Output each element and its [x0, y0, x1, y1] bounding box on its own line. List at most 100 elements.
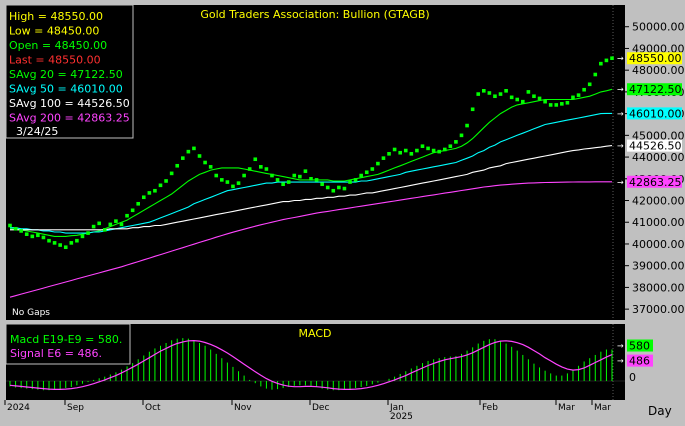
price-dot: [270, 173, 274, 178]
price-dot: [571, 95, 575, 100]
price-dot: [286, 180, 291, 184]
price-dot: [610, 56, 614, 61]
price-dot: [119, 222, 124, 227]
x-axis-label: Day: [648, 404, 672, 418]
price-tag: 44526.50: [629, 140, 682, 153]
price-dot: [476, 92, 481, 96]
price-dot: [47, 238, 51, 243]
price-dot: [292, 173, 297, 178]
price-dot: [314, 178, 319, 182]
sma-line-savg200: [9, 181, 612, 298]
price-dot: [437, 149, 442, 154]
price-dot: [69, 241, 74, 245]
price-dot: [19, 229, 23, 233]
price-dot: [331, 188, 336, 193]
price-dot: [225, 180, 230, 184]
price-dot: [537, 96, 542, 101]
price-tag-bg: [627, 175, 682, 188]
info-line-savg-20: SAvg 20 = 47122.50: [9, 68, 123, 81]
price-dot: [325, 185, 330, 190]
price-dot: [91, 224, 96, 229]
macd-tag: 486: [629, 355, 650, 368]
price-dot: [264, 167, 269, 171]
price-dot: [392, 147, 397, 152]
price-dot: [86, 231, 90, 235]
price-dot: [604, 58, 609, 63]
price-dot: [169, 171, 174, 176]
price-dot: [175, 163, 180, 168]
price-dot: [409, 152, 414, 156]
price-dot: [576, 93, 581, 97]
price-dot: [136, 201, 141, 206]
x-tick-label: Nov: [234, 403, 252, 413]
price-dot: [532, 94, 536, 99]
macd-tag-bg: [627, 339, 653, 352]
price-dot: [231, 184, 235, 189]
price-dot: [342, 186, 347, 191]
price-tag-arrow: →: [617, 54, 624, 63]
price-dot: [381, 156, 386, 160]
price-dot: [582, 87, 586, 92]
x-tick-label: 2024: [7, 403, 30, 413]
price-dot: [108, 222, 113, 227]
price-dot: [509, 95, 514, 100]
price-dot: [454, 140, 458, 144]
x-tick-label: Mar: [558, 403, 575, 413]
info-date: 3/24/25: [16, 125, 58, 138]
no-gaps-label: No Gaps: [12, 308, 50, 318]
price-dot: [125, 213, 129, 218]
price-dot: [481, 89, 486, 93]
price-dot: [158, 183, 163, 188]
price-dot: [337, 185, 341, 190]
price-dot: [30, 234, 35, 239]
price-dot: [398, 150, 402, 155]
price-dot: [80, 234, 85, 239]
x-tick-label: Mar: [594, 403, 611, 413]
y-tick-label: 44000.00: [632, 151, 685, 164]
price-dot: [24, 232, 29, 236]
x-tick-label: Jan: [389, 403, 404, 413]
price-dot: [364, 170, 369, 175]
price-dot: [403, 148, 408, 153]
price-dot: [303, 169, 308, 173]
y-tick-label: 41000.00: [632, 216, 685, 229]
price-dot: [13, 226, 18, 231]
price-dot: [298, 174, 302, 179]
price-dot: [114, 219, 118, 223]
macd-legend-line: Macd E19-E9 = 580.: [10, 333, 122, 346]
price-dot: [420, 144, 425, 149]
price-dot: [565, 100, 570, 105]
info-line-savg-200: SAvg 200 = 42863.25: [9, 112, 130, 125]
price-tag: 42863.25: [629, 176, 682, 189]
price-dot: [147, 191, 152, 195]
price-dot: [130, 208, 135, 213]
price-dot: [309, 176, 313, 181]
macd-legend-line: Signal E6 = 486.: [10, 347, 102, 360]
price-dot: [521, 99, 525, 104]
y-tick-label: 37000.00: [632, 303, 685, 316]
price-dot: [281, 182, 285, 187]
info-line-last: Last = 48550.00: [9, 54, 101, 67]
price-dot: [203, 160, 207, 165]
macd-signal-line: [9, 339, 613, 390]
price-dot: [426, 146, 430, 151]
price-dot: [554, 103, 559, 107]
price-dot: [242, 173, 246, 178]
price-dot: [470, 107, 475, 112]
price-dot: [387, 152, 391, 156]
price-dot: [442, 147, 447, 152]
info-line-low: Low = 48450.00: [9, 25, 99, 38]
price-dot: [186, 149, 191, 154]
price-dot: [58, 243, 62, 247]
price-dot: [236, 181, 241, 185]
price-tag: 48550.00: [629, 52, 682, 65]
y-tick-label: 39000.00: [632, 260, 685, 273]
price-dot: [36, 233, 40, 238]
price-dot: [415, 148, 419, 153]
price-dot: [180, 156, 185, 160]
price-dot: [599, 61, 603, 66]
macd-tag: 580: [629, 340, 650, 353]
macd-tag-arrow: →: [617, 342, 624, 351]
price-tag: 47122.50: [629, 83, 682, 96]
